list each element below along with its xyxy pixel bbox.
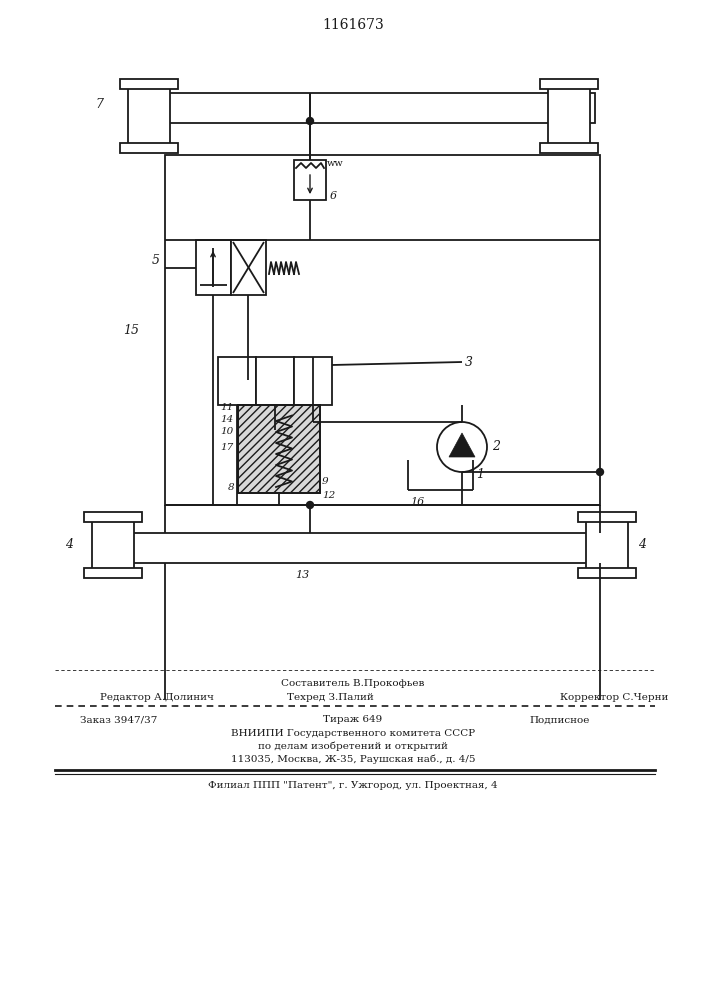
Bar — [165, 93, 595, 123]
Text: 113035, Москва, Ж-35, Раушская наб., д. 4/5: 113035, Москва, Ж-35, Раушская наб., д. … — [230, 754, 475, 764]
Text: 15: 15 — [123, 324, 139, 336]
Text: Тираж 649: Тираж 649 — [323, 716, 382, 724]
Text: 7: 7 — [95, 99, 103, 111]
Text: по делам изобретений и открытий: по делам изобретений и открытий — [258, 741, 448, 751]
Bar — [548, 87, 590, 145]
Bar — [218, 357, 256, 405]
Bar — [540, 143, 598, 153]
Text: 5: 5 — [152, 253, 160, 266]
Bar — [231, 240, 266, 295]
Text: 3: 3 — [465, 356, 473, 368]
Bar — [120, 79, 178, 89]
Text: 4: 4 — [65, 538, 73, 552]
Bar — [84, 512, 142, 522]
Text: 6: 6 — [330, 191, 337, 201]
Text: 16: 16 — [410, 497, 424, 507]
Text: Подписное: Подписное — [530, 716, 590, 724]
Bar — [130, 533, 595, 563]
Circle shape — [597, 468, 604, 476]
Text: Техред З.Палий: Техред З.Палий — [286, 694, 373, 702]
Bar — [540, 79, 598, 89]
Bar — [120, 143, 178, 153]
Text: 1: 1 — [476, 468, 484, 482]
Text: Составитель В.Прокофьев: Составитель В.Прокофьев — [281, 680, 425, 688]
Bar — [84, 568, 142, 578]
Bar — [128, 87, 170, 145]
Text: 14: 14 — [221, 414, 234, 424]
Text: ww: ww — [327, 159, 344, 168]
Text: 10: 10 — [221, 428, 234, 436]
Text: 11: 11 — [221, 402, 234, 412]
Text: 17: 17 — [221, 442, 234, 452]
Text: Заказ 3947/37: Заказ 3947/37 — [80, 716, 158, 724]
Text: Редактор А.Долинич: Редактор А.Долинич — [100, 694, 214, 702]
Polygon shape — [449, 433, 475, 457]
Bar — [578, 512, 636, 522]
Bar — [196, 240, 231, 295]
Bar — [294, 160, 326, 200]
Bar — [294, 357, 332, 405]
Text: 4: 4 — [638, 538, 646, 552]
Bar — [586, 520, 628, 570]
Text: 2: 2 — [492, 440, 500, 454]
Text: 12: 12 — [322, 490, 335, 499]
Text: ВНИИПИ Государственного комитета СССР: ВНИИПИ Государственного комитета СССР — [231, 728, 475, 738]
Text: Филиал ППП "Патент", г. Ужгород, ул. Проектная, 4: Филиал ППП "Патент", г. Ужгород, ул. Про… — [208, 782, 498, 790]
Bar — [238, 405, 320, 493]
Bar — [578, 568, 636, 578]
Text: Корректор С.Черни: Корректор С.Черни — [560, 694, 668, 702]
Bar — [165, 155, 600, 505]
Circle shape — [307, 502, 313, 508]
Text: 13: 13 — [295, 570, 309, 580]
Bar — [238, 405, 320, 493]
Text: 8: 8 — [228, 483, 234, 491]
Text: 1161673: 1161673 — [322, 18, 384, 32]
Bar — [256, 357, 294, 405]
Bar — [92, 520, 134, 570]
Text: 9: 9 — [322, 477, 329, 486]
Circle shape — [307, 117, 313, 124]
